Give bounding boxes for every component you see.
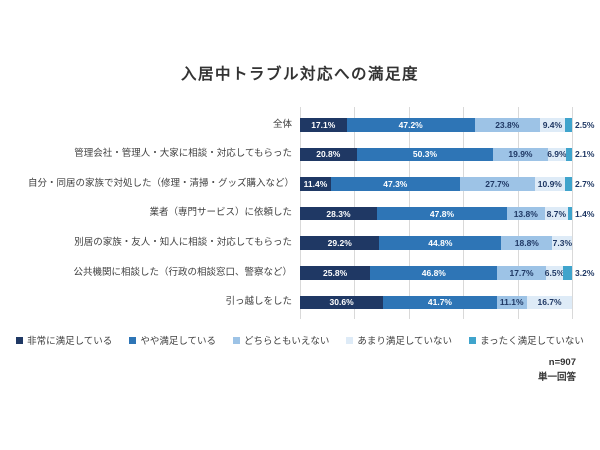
category-label: 引っ越しをした xyxy=(225,296,292,308)
chart-row: 自分・同居の家族で対処した（修理・清掃・グッズ購入など） 11.4% 47.3% 27… xyxy=(28,169,594,199)
legend-swatch-icon xyxy=(346,336,354,344)
bar-segment: 47.8% xyxy=(376,206,507,221)
category-label: 公共機関に相談した（行政の相談窓口、警察など） xyxy=(73,266,292,278)
bar-segment: 25.8% xyxy=(300,266,371,280)
bar-rows: 全体 17.1% 47.2% 23.8% 9.4% 2.5% 管理会社・管理人・大家に相談・… xyxy=(28,110,594,318)
stacked-bar: 25.8% 46.8% 17.7% 6.5% 3.2% xyxy=(300,266,594,280)
legend-item: どちらともいえない xyxy=(233,333,329,347)
chart-row: 引っ越しをした 30.6% 41.7% 11.1% 16.7% xyxy=(28,288,588,318)
bar-segment: 29.2% xyxy=(300,236,380,250)
bar-segment: 44.8% xyxy=(379,236,502,250)
bar-segment: 7.3% xyxy=(552,236,573,250)
bar-segment: 30.6% xyxy=(300,295,384,310)
bar-value-label: 2.7% xyxy=(575,178,595,189)
bar-segment: 8.7% xyxy=(544,206,569,221)
legend-label: やや満足している xyxy=(140,336,217,347)
category-label: 業者（専門サービス）に依頼した xyxy=(149,207,292,219)
bar-segment: 18.8% xyxy=(501,236,553,250)
bar-segment: 13.8% xyxy=(506,206,545,221)
legend-label: あまり満足していない xyxy=(357,336,453,347)
legend-item: やや満足している xyxy=(129,333,216,347)
bar-segment: 10.9% xyxy=(534,177,565,191)
bar-value-label: 2.1% xyxy=(575,149,595,160)
gridline-100 xyxy=(572,107,573,319)
chart-row: 公共機関に相談した（行政の相談窓口、警察など） 25.8% 46.8% 17.7% 6.… xyxy=(28,258,594,288)
legend-swatch-icon xyxy=(16,336,24,344)
bar-segment: 20.8% xyxy=(300,147,357,162)
bar-segment: 23.8% xyxy=(474,118,540,132)
stacked-bar: 11.4% 47.3% 27.7% 10.9% 2.7% xyxy=(300,177,594,191)
category-label: 全体 xyxy=(272,118,292,130)
chart-row: 別居の家族・友人・知人に相談・対応してもらった 29.2% 44.8% 18.8% 7.… xyxy=(28,228,588,258)
legend-label: まったく満足していない xyxy=(480,336,584,347)
chart-legend: 非常に満足している やや満足している どちらともいえない あまり満足していない まったく… xyxy=(0,333,600,347)
category-label: 自分・同居の家族で対処した（修理・清掃・グッズ購入など） xyxy=(28,177,295,189)
legend-item: あまり満足していない xyxy=(346,333,452,347)
bar-segment: 27.7% xyxy=(459,177,535,191)
bar-segment: 6.9% xyxy=(547,147,567,162)
bar-segment: 6.5% xyxy=(544,266,565,280)
legend-label: 非常に満足している xyxy=(27,336,113,347)
stacked-bar: 29.2% 44.8% 18.8% 7.3% xyxy=(300,236,573,250)
bar-segment: 17.1% xyxy=(300,118,347,132)
legend-swatch-icon xyxy=(233,336,241,344)
bar-segment: 17.7% xyxy=(497,266,546,280)
bar-segment xyxy=(564,177,572,191)
bar-segment: 47.3% xyxy=(331,177,460,191)
bar-segment: 41.7% xyxy=(383,295,497,310)
bar-segment: 46.8% xyxy=(370,266,498,280)
stacked-bar: 17.1% 47.2% 23.8% 9.4% 2.5% xyxy=(300,118,594,132)
bar-value-label: 2.5% xyxy=(575,119,595,130)
legend-item: 非常に満足している xyxy=(16,333,112,347)
legend-label: どちらともいえない xyxy=(244,336,330,347)
bar-value-label: 1.4% xyxy=(575,208,595,219)
chart-title: 入居中トラブル対応への満足度 xyxy=(180,66,419,83)
stacked-bar: 28.3% 47.8% 13.8% 8.7% 1.4% xyxy=(300,206,594,221)
category-label: 管理会社・管理人・大家に相談・対応してもらった xyxy=(74,148,292,160)
category-label: 別居の家族・友人・知人に相談・対応してもらった xyxy=(74,236,292,248)
bar-segment xyxy=(566,147,572,162)
answer-type-label: 単一回答 xyxy=(537,371,576,383)
bar-segment: 11.1% xyxy=(496,295,527,310)
chart-row: 全体 17.1% 47.2% 23.8% 9.4% 2.5% xyxy=(28,110,594,140)
sample-size-label: n=907 xyxy=(548,357,576,368)
chart-row: 管理会社・管理人・大家に相談・対応してもらった 20.8% 50.3% 19.9% 6.… xyxy=(28,140,594,170)
bar-value-label: 3.2% xyxy=(575,267,595,278)
legend-swatch-icon xyxy=(129,336,137,344)
bar-segment: 19.9% xyxy=(493,147,548,162)
chart-row: 業者（専門サービス）に依頼した 28.3% 47.8% 13.8% 8.7% 1.4% xyxy=(28,199,594,229)
bar-segment: 50.3% xyxy=(356,147,494,162)
bar-segment: 47.2% xyxy=(346,118,475,132)
bar-segment: 9.4% xyxy=(539,118,566,132)
stacked-bar: 20.8% 50.3% 19.9% 6.9% 2.1% xyxy=(300,147,594,162)
bar-segment: 16.7% xyxy=(526,295,573,310)
bar-segment: 28.3% xyxy=(300,206,377,221)
bar-segment xyxy=(565,118,572,132)
bar-segment: 11.4% xyxy=(300,177,331,191)
legend-swatch-icon xyxy=(469,336,477,344)
stacked-bar: 30.6% 41.7% 11.1% 16.7% xyxy=(300,295,573,310)
chart-footer: n=907 単一回答 xyxy=(538,356,576,385)
bar-segment xyxy=(568,206,572,221)
stacked-bar-chart: 全体 17.1% 47.2% 23.8% 9.4% 2.5% 管理会社・管理人・大家に相談・… xyxy=(28,107,594,319)
bar-segment xyxy=(563,266,572,280)
legend-item: まったく満足していない xyxy=(469,333,584,347)
